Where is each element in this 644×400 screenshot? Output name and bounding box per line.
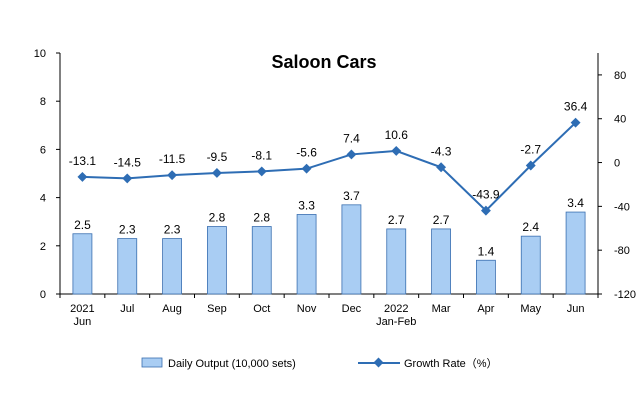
x-tick-label: Dec: [342, 303, 362, 315]
bar-value-label: 2.8: [209, 211, 226, 225]
line-value-label: -9.5: [207, 150, 228, 164]
line-value-label: -14.5: [114, 155, 142, 169]
x-tick-label: Apr: [477, 303, 494, 315]
bar: [520, 235, 541, 295]
line-value-label: 7.4: [343, 131, 360, 145]
left-tick-label: 6: [40, 144, 46, 156]
x-tick-label: 2021: [70, 303, 94, 315]
growth-line: [82, 121, 577, 213]
line-point: [167, 170, 178, 181]
bar-value-label: 2.4: [522, 220, 539, 234]
bar: [72, 233, 93, 295]
line-point: [122, 173, 133, 184]
line-value-label: 36.4: [564, 100, 588, 114]
line-point: [391, 145, 402, 156]
bar-value-label: 3.4: [567, 196, 584, 210]
legend-bar-label: Daily Output (10,000 sets): [168, 358, 296, 370]
left-tick-label: 0: [40, 289, 46, 301]
right-tick-label: -120: [614, 289, 636, 301]
line-point: [570, 117, 581, 128]
line-point: [436, 162, 447, 173]
left-tick-label: 2: [40, 241, 46, 253]
x-tick-label: May: [520, 303, 541, 315]
left-tick-label: 10: [34, 48, 46, 60]
x-tick-label: Oct: [253, 303, 270, 315]
legend-line-marker: [373, 357, 384, 368]
line-point: [525, 160, 536, 171]
line-point: [480, 205, 491, 216]
data-labels: 2.5 2.3 2.3 2.8 2.8 3.3 3.7 2.7 2.7 1.4 2.4 3.4 -13.…: [69, 100, 588, 259]
left-tick-label: 4: [40, 193, 46, 205]
bar-value-label: 3.3: [298, 198, 315, 212]
line-point: [256, 166, 267, 177]
x-tick-label: Jun: [74, 316, 92, 328]
x-tick-label: Jul: [120, 303, 134, 315]
bar-value-label: 2.7: [433, 213, 450, 227]
line-value-label: -2.7: [520, 143, 541, 157]
line-point: [346, 149, 357, 160]
bar: [296, 214, 317, 295]
bar-value-label: 2.5: [74, 218, 91, 232]
bar-value-label: 2.3: [119, 223, 136, 237]
legend-bar-swatch: [141, 357, 163, 368]
left-tick-label: 8: [40, 96, 46, 108]
x-tick-label: 2022: [384, 303, 408, 315]
right-tick-label: 80: [614, 70, 626, 82]
line-value-label: -43.9: [472, 188, 500, 202]
bar: [386, 228, 407, 295]
right-tick-label: -80: [614, 245, 630, 257]
bar: [251, 226, 272, 295]
line-point: [301, 163, 312, 174]
bar: [565, 211, 586, 295]
bar-value-label: 2.8: [253, 211, 270, 225]
right-tick-label: 0: [614, 158, 620, 170]
bar: [117, 238, 138, 295]
bar-value-label: 2.3: [164, 223, 181, 237]
x-tick-label: Nov: [297, 303, 317, 315]
x-tick-label: Jun: [567, 303, 585, 315]
bar-value-label: 3.7: [343, 189, 360, 203]
legend-line-label: Growth Rate（%）: [404, 357, 498, 370]
line-value-label: -4.3: [431, 144, 452, 158]
bar-value-label: 2.7: [388, 213, 405, 227]
line-value-label: -13.1: [69, 154, 97, 168]
line-value-label: 10.6: [385, 128, 409, 142]
line-value-label: -11.5: [159, 152, 186, 166]
line-value-label: -5.6: [296, 146, 317, 160]
line-value-label: -8.1: [251, 148, 272, 162]
bar-value-label: 1.4: [478, 244, 495, 258]
line-series: [77, 117, 581, 216]
bar: [431, 228, 451, 295]
bar: [341, 204, 362, 295]
legend: Daily Output (10,000 sets) Growth Rate（%…: [141, 357, 498, 370]
x-tick-label: Mar: [432, 303, 451, 315]
bar: [207, 226, 227, 295]
chart-title: Saloon Cars: [271, 52, 376, 72]
bar-series: [72, 204, 586, 295]
bar: [162, 238, 182, 295]
x-tick-label: Aug: [162, 303, 182, 315]
right-tick-label: 40: [614, 114, 626, 126]
line-point: [77, 171, 88, 182]
line-point: [211, 168, 222, 178]
right-tick-label: -40: [614, 201, 630, 213]
x-tick-label: Jan-Feb: [376, 316, 416, 328]
bar: [476, 259, 496, 295]
x-tick-label: Sep: [207, 303, 227, 315]
